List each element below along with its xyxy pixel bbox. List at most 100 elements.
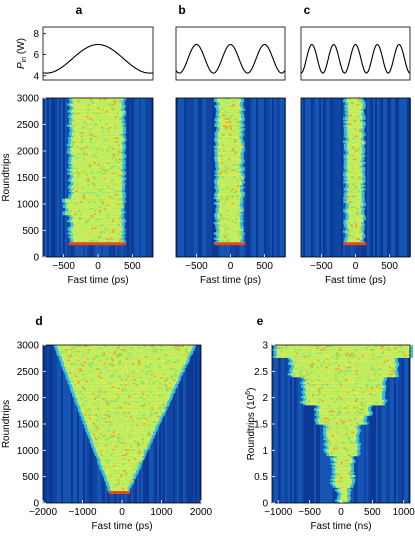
heatmap-bright-e — [292, 359, 396, 362]
heatmap-speckle-d — [105, 401, 108, 404]
heatmap-speckle-c — [348, 200, 352, 203]
heatmap-bright-c — [347, 112, 362, 115]
heatmap-speckle-d — [114, 466, 117, 469]
heatmap-speckle-d — [90, 385, 93, 388]
heatmap-speckle-d — [137, 359, 140, 362]
heatmap-speckle-a — [105, 204, 109, 207]
heatmap-bright-a — [70, 110, 124, 113]
heatmap-speckle-a — [85, 235, 89, 238]
heatmap-speckle-e — [328, 443, 332, 446]
heatmap-speckle-e — [328, 425, 332, 428]
heatmap-speckle-e — [331, 438, 334, 441]
heatmap-bright-b — [218, 225, 241, 228]
heatmap-speckle-a — [117, 112, 121, 115]
heatmap-bright-d — [72, 383, 175, 386]
heatmap-speckle-d — [158, 406, 162, 409]
heatmap-speckle-a — [89, 98, 92, 101]
line-axes-frame-a — [42, 26, 154, 81]
heatmap-speckle-a — [76, 196, 80, 200]
heatmap-speckle-b — [219, 205, 223, 208]
heatmap-speckle-d — [122, 462, 125, 465]
heatmap-speckle-e — [350, 366, 353, 369]
heatmap-speckle-e — [373, 378, 376, 381]
heatmap-speckle-b — [226, 239, 229, 242]
heatmap-speckle-e — [353, 367, 356, 370]
heatmap-speckle-e — [404, 352, 407, 355]
heatmap-bright-d — [61, 355, 188, 358]
heatmap-speckle-e — [296, 373, 299, 376]
heatmap-speckle-a — [112, 234, 115, 237]
heatmap-streak-e — [388, 345, 390, 503]
heatmap-speckle-e — [314, 359, 317, 362]
heatmap-speckle-e — [364, 413, 367, 416]
heatmap-seed-line-d — [108, 490, 131, 494]
heatmap-speckle-d — [107, 429, 110, 432]
heatmap-bright-b — [216, 156, 241, 159]
heatmap-streak-d — [189, 345, 191, 503]
heatmap-speckle-a — [91, 181, 94, 184]
heatmap-speckle-d — [98, 367, 101, 370]
heatmap-speckle-d — [88, 369, 91, 372]
heatmap-speckle-e — [352, 474, 355, 478]
heatmap-streak-d — [53, 345, 55, 503]
heatmap-speckle-d — [111, 374, 115, 377]
heatmap-streak-e — [390, 345, 392, 503]
heatmap-speckle-a — [89, 138, 93, 141]
heatmap-speckle-d — [64, 352, 67, 355]
heatmap-speckle-d — [107, 450, 110, 453]
xtick-label-c: −500 — [310, 261, 333, 272]
heatmap-speckle-d — [113, 427, 116, 430]
heatmap-speckle-e — [337, 353, 340, 356]
heatmap-speckle-d — [119, 360, 122, 363]
heatmap-speckle-e — [369, 374, 373, 377]
heatmap-bright-c — [346, 124, 363, 127]
heatmap-speckle-b — [230, 182, 233, 185]
heatmap-speckle-e — [315, 359, 318, 362]
heatmap-streak-d — [63, 345, 65, 503]
heatmap-speckle-e — [325, 394, 328, 397]
heatmap-speckle-c — [354, 186, 358, 189]
heatmap-speckle-d — [162, 402, 165, 406]
heatmap-speckle-d — [167, 388, 170, 392]
heatmap-speckle-d — [162, 409, 165, 413]
heatmap-speckle-e — [361, 397, 365, 400]
heatmap-speckle-e — [362, 399, 365, 402]
heatmap-speckle-d — [167, 359, 171, 362]
heatmap-speckle-d — [151, 406, 154, 409]
heatmap-speckle-a — [113, 198, 116, 201]
heatmap-speckle-e — [359, 408, 362, 411]
heatmap-streak-b — [196, 98, 198, 257]
heatmap-speckle-d — [106, 357, 109, 360]
heatmap-speckle-d — [139, 408, 142, 411]
heatmap-speckle-a — [77, 223, 80, 226]
heatmap-speckle-d — [76, 352, 79, 355]
heatmap-streak-b — [208, 98, 210, 257]
heatmap-speckle-d — [131, 374, 134, 377]
heatmap-speckle-d — [135, 394, 138, 397]
heatmap-speckle-d — [170, 376, 173, 379]
heatmap-speckle-e — [348, 453, 351, 456]
heatmap-speckle-e — [350, 471, 353, 474]
heatmap-speckle-d — [184, 345, 187, 348]
heatmap-speckle-a — [97, 106, 100, 109]
heatmap-speckle-d — [124, 378, 128, 381]
heatmap-bright-c — [348, 186, 361, 189]
heatmap-speckle-b — [234, 218, 238, 221]
heatmap-speckle-d — [108, 415, 112, 418]
heatmap-streak-e — [386, 345, 388, 503]
heatmap-speckle-d — [94, 441, 97, 444]
heatmap-bright-e — [326, 432, 357, 436]
heatmap-bright-e — [326, 448, 358, 451]
heatmap-speckle-d — [75, 353, 78, 356]
heatmap-bright-e — [338, 499, 348, 502]
heatmap-speckle-b — [219, 211, 222, 214]
heatmap-speckle-d — [148, 431, 151, 434]
heatmap-bright-e — [305, 380, 383, 383]
heatmap-speckle-d — [141, 438, 145, 441]
heatmap-speckle-e — [381, 348, 384, 351]
heatmap-speckle-c — [350, 200, 353, 203]
heatmap-speckle-d — [81, 373, 85, 376]
heatmap-speckle-e — [354, 425, 357, 428]
heatmap-speckle-a — [75, 188, 79, 191]
heatmap-speckle-b — [231, 202, 234, 205]
